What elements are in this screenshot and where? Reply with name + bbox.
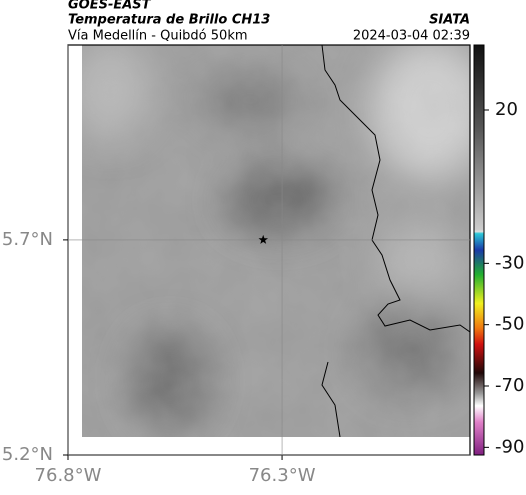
colorbar-tick-label: 20 bbox=[495, 99, 518, 120]
colorbar bbox=[473, 44, 485, 456]
region: Vía Medellín - Quibdó 50km bbox=[68, 29, 248, 44]
timestamp: 2024-03-04 02:39 bbox=[353, 29, 470, 44]
x-tick-label: 76.3°W bbox=[249, 465, 316, 486]
source: SIATA bbox=[429, 13, 470, 28]
satellite-image bbox=[82, 45, 470, 437]
y-tick-label: 5.7°N bbox=[2, 229, 53, 250]
station-marker bbox=[258, 234, 268, 244]
x-tick-label: 76.8°W bbox=[35, 465, 102, 486]
subtitle: Temperatura de Brillo CH13 bbox=[68, 13, 270, 28]
colorbar-tick-label: -90 bbox=[495, 436, 524, 457]
colorbar-tick-label: -70 bbox=[495, 375, 524, 396]
title: GOES-EAST bbox=[68, 0, 152, 13]
y-tick-label: 5.2°N bbox=[2, 444, 53, 465]
colorbar-tick-label: -50 bbox=[495, 314, 524, 335]
colorbar-tick-label: -30 bbox=[495, 252, 524, 273]
border-line bbox=[321, 45, 470, 437]
